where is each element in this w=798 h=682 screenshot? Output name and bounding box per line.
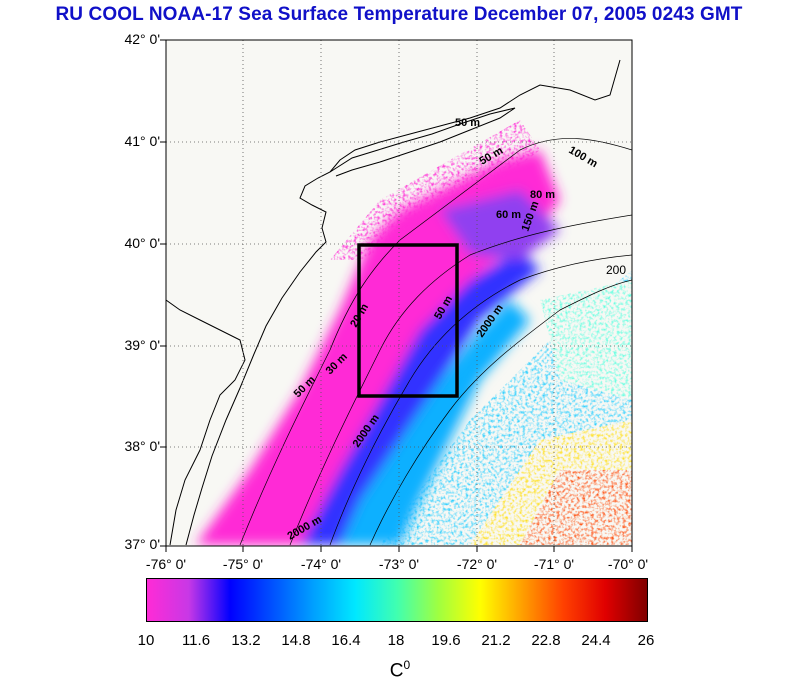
lat-label: 41° 0' xyxy=(124,133,160,149)
contour-label: 50 m xyxy=(455,117,480,129)
colorbar-tick: 26 xyxy=(637,632,655,649)
lon-label: -72° 0' xyxy=(456,556,498,572)
lon-label: -70° 0' xyxy=(607,556,649,572)
lat-label: 37° 0' xyxy=(124,536,160,552)
contour-label: 200 xyxy=(606,263,626,277)
colorbar-tick: 19.6 xyxy=(431,632,461,649)
lat-label: 39° 0' xyxy=(124,337,160,353)
lat-label: 40° 0' xyxy=(124,235,160,251)
colorbar-unit-sup: 0 xyxy=(403,658,411,672)
colorbar-tick: 11.6 xyxy=(181,632,211,649)
contour-label: 60 m xyxy=(496,209,521,221)
colorbar-unit-label: C xyxy=(389,660,404,682)
colorbar-tick: 14.8 xyxy=(281,632,311,649)
lon-label: -74° 0' xyxy=(300,556,342,572)
colorbar-unit: C0 xyxy=(370,658,430,682)
colorbar-tick: 18 xyxy=(387,632,405,649)
colorbar-tick: 16.4 xyxy=(331,632,361,649)
colorbar-tick: 24.4 xyxy=(581,632,611,649)
lon-label: -71° 0' xyxy=(533,556,575,572)
coastline-delaware xyxy=(166,299,246,546)
sst-field-offshore xyxy=(380,270,632,545)
study-area-box xyxy=(357,243,459,398)
lon-label: -73° 0' xyxy=(378,556,420,572)
lat-label: 42° 0' xyxy=(124,31,160,47)
colorbar xyxy=(146,578,648,622)
lon-label: -75° 0' xyxy=(222,556,264,572)
colorbar-tick: 21.2 xyxy=(481,632,511,649)
coastline-long-island xyxy=(329,107,516,177)
colorbar-tick: 13.2 xyxy=(231,632,261,649)
colorbar-tick: 22.8 xyxy=(531,632,561,649)
lon-label: -76° 0' xyxy=(145,556,187,572)
page-title: RU COOL NOAA-17 Sea Surface Temperature … xyxy=(55,4,743,25)
contour-label: 80 m xyxy=(530,189,555,201)
lat-label: 38° 0' xyxy=(124,438,160,454)
sst-field-nearshore xyxy=(330,120,540,260)
colorbar-tick: 10 xyxy=(137,632,155,649)
coastline xyxy=(185,59,621,546)
land-north xyxy=(166,40,632,545)
